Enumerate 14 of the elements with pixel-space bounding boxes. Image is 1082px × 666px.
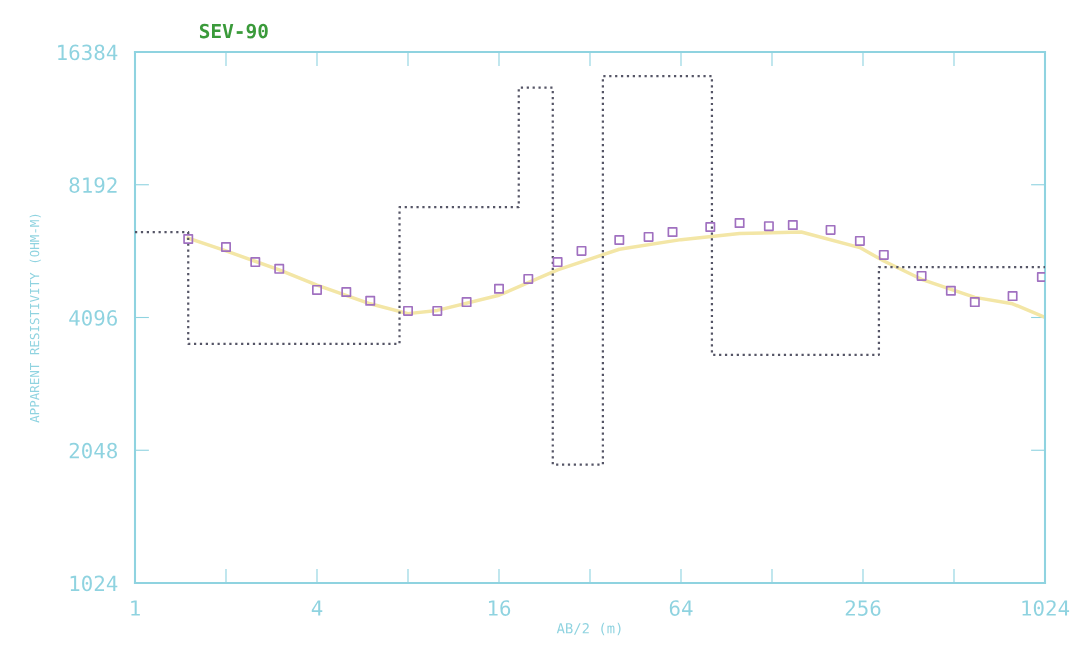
x-tick-label: 256 <box>845 600 881 616</box>
chart-title: SEV-90 <box>199 23 268 39</box>
y-tick-label: 2048 <box>69 442 117 459</box>
x-tick-label: 1 <box>131 600 140 616</box>
y-tick-label: 4096 <box>69 310 117 326</box>
x-tick-label: 4 <box>311 600 323 616</box>
x-axis-title: AB/2 (m) <box>556 622 621 636</box>
x-tick-label: 64 <box>669 600 693 616</box>
y-tick-label: 1024 <box>70 575 118 592</box>
x-tick-label: 16 <box>488 600 511 616</box>
y-tick-label: 8192 <box>69 177 117 194</box>
y-tick-label: 16384 <box>58 44 118 61</box>
y-axis-title: APPARENT RESISTIVITY (OHM-M) <box>29 214 41 423</box>
x-tick-label: 1024 <box>1022 600 1070 616</box>
